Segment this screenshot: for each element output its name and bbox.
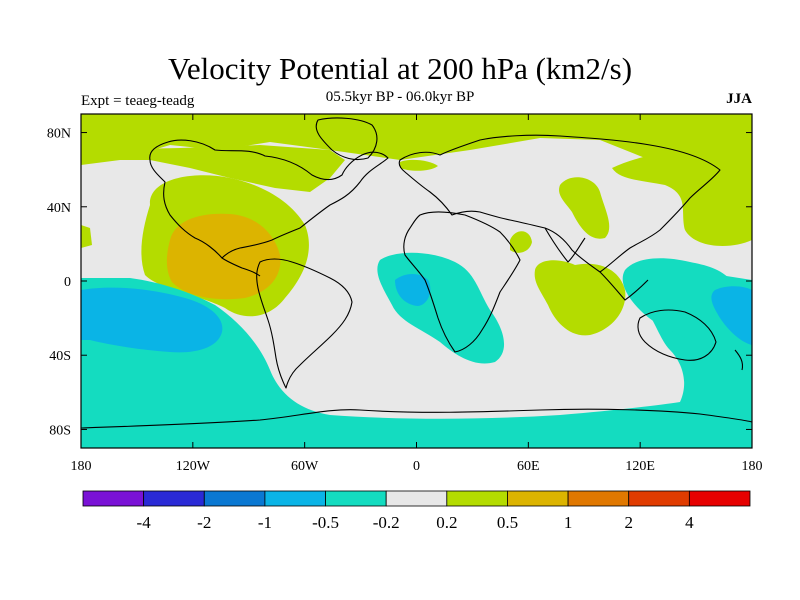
colorbar-swatch [385, 490, 448, 507]
lat-tick-label: 80N [47, 127, 71, 142]
colorbar-label: -4 [137, 513, 152, 532]
colorbar-swatch [446, 490, 508, 507]
contour-fills [81, 114, 752, 448]
colorbar-label: 1 [564, 513, 573, 532]
colorbar-label: -0.2 [373, 513, 400, 532]
coast-eurasia [398, 134, 721, 273]
colorbar-swatch [628, 490, 690, 507]
lon-tick-label: 0 [413, 459, 420, 474]
plot-subtitle: 05.5kyr BP - 06.0kyr BP [325, 89, 475, 105]
lat-tick-label: 40N [47, 201, 71, 216]
colorbar-swatch [82, 490, 145, 507]
colorbar-label: 4 [685, 513, 694, 532]
positive-region-west-edge [81, 225, 92, 248]
colorbar-label: -0.5 [312, 513, 339, 532]
positive-region-arctic [81, 114, 752, 168]
lon-tick-label: 120E [625, 459, 655, 474]
latitude-axis: 80N 40N 0 40S 80S [47, 127, 752, 438]
plot-title: Velocity Potential at 200 hPa (km2/s) [167, 51, 633, 86]
lon-tick-label: 60E [517, 459, 540, 474]
coast-greenland [315, 117, 378, 161]
lat-tick-label: 80S [49, 423, 71, 438]
lon-tick-label: 60W [291, 459, 319, 474]
coast-africa [403, 211, 521, 353]
blue-region-west-pacific [711, 286, 752, 345]
coast-south-america [256, 258, 353, 389]
colorbar-swatch [203, 490, 266, 507]
coast-central-america [221, 257, 261, 277]
colorbar-swatch [264, 490, 326, 507]
season-label: JJA [726, 91, 752, 107]
colorbar-swatch [567, 490, 630, 507]
coastlines [81, 117, 752, 429]
colorbar-label: 2 [624, 513, 633, 532]
colorbar-swatch [143, 490, 205, 507]
coast-india [544, 227, 586, 263]
negative-region-west-pacific [622, 258, 752, 360]
positive-region-europe [400, 159, 438, 171]
coast-antarctica [81, 408, 752, 429]
colorbar-label: 0.2 [436, 513, 457, 532]
negative-region-southern-ocean [81, 260, 752, 448]
positive-region-arabia [510, 231, 532, 253]
colorbar-label: -1 [258, 513, 272, 532]
experiment-label: Expt = teaeg-teadg [81, 93, 195, 109]
coast-australia [637, 309, 717, 361]
lon-tick-label: 180 [71, 459, 92, 474]
colorbar-swatch [688, 490, 751, 507]
positive-region-indian-ocean [534, 260, 626, 336]
positive-region-central-asia [559, 177, 610, 239]
coast-southeast-asia [599, 271, 649, 301]
colorbar-swatch [507, 490, 569, 507]
lon-tick-label: 120W [176, 459, 211, 474]
colorbar: -4 -2 -1 -0.5 -0.2 0.2 0.5 1 2 4 [82, 490, 751, 532]
longitude-axis: 180 120W 60W 0 60E 120E 180 [71, 114, 763, 474]
coast-north-america [149, 139, 389, 259]
lat-tick-label: 0 [64, 275, 71, 290]
lat-tick-label: 40S [49, 349, 71, 364]
lon-tick-label: 180 [742, 459, 763, 474]
blue-region-south-pacific [81, 287, 223, 353]
colorbar-swatch [325, 490, 387, 507]
colorbar-label: 0.5 [497, 513, 518, 532]
coast-new-zealand [734, 349, 744, 371]
blue-region-south-atlantic [395, 274, 431, 306]
colorbar-label: -2 [197, 513, 211, 532]
positive-region-west-pacific-north [81, 145, 345, 192]
